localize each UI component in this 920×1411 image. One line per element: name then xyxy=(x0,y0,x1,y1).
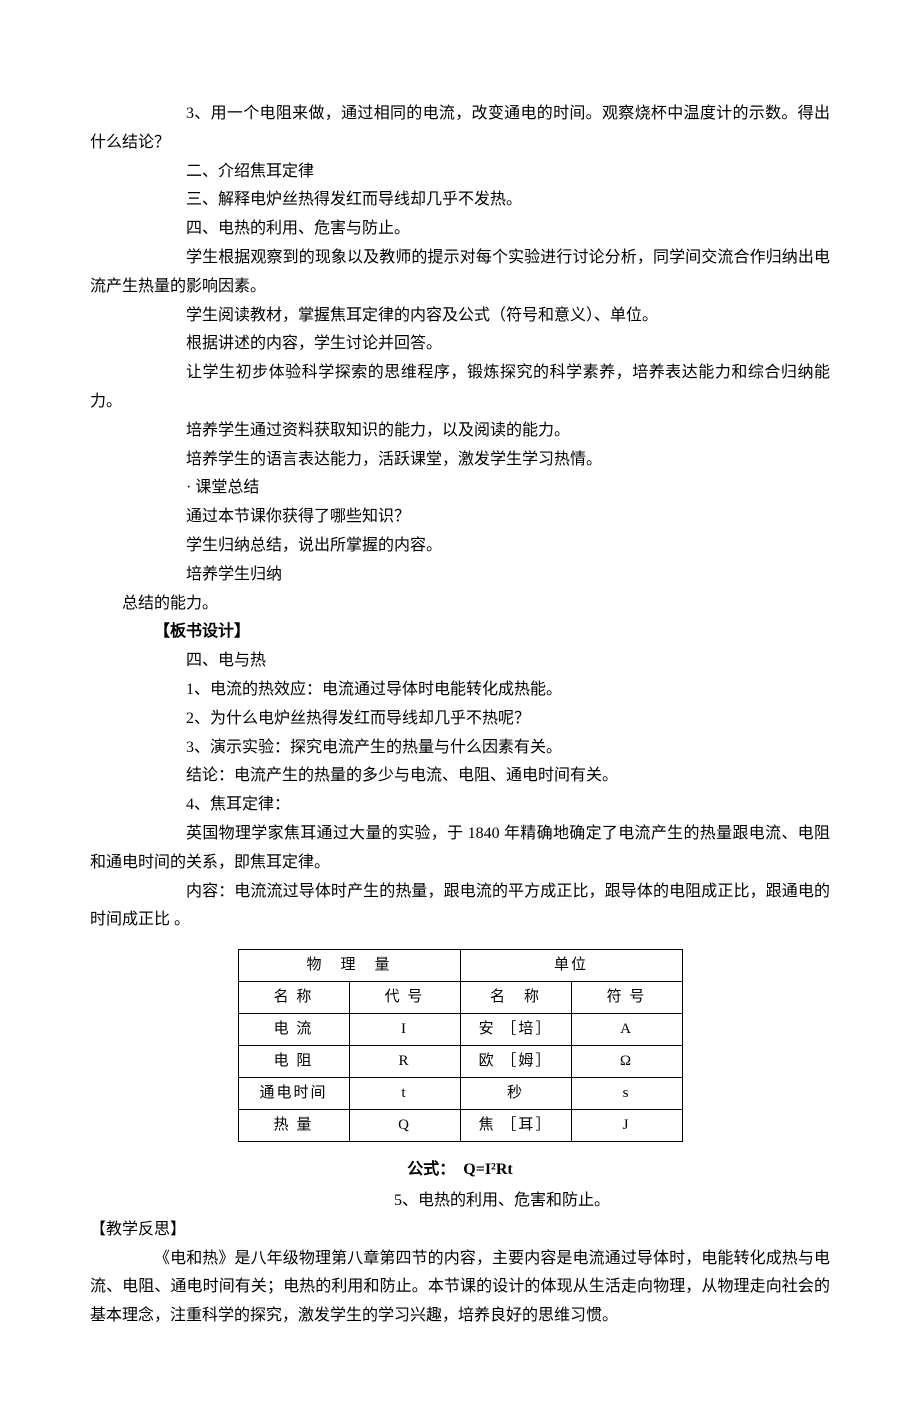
board-p2: 1、电流的热效应：电流通过导体时电能转化成热能。 xyxy=(90,676,830,705)
para-experience-science: 让学生初步体验科学探索的思维程序，锻炼探究的科学素养，培养表达能力和综合归纳能力… xyxy=(90,359,830,417)
board-p6: 4、焦耳定律： xyxy=(90,791,830,820)
table-row: 热 量 Q 焦 ［耳］ J xyxy=(238,1110,682,1142)
text-intro-joule: 二、介绍焦耳定律 xyxy=(186,163,314,180)
text-cultivate-summary1: 培养学生归纳 xyxy=(186,566,282,583)
quantity-table-wrap: 物 理 量 单位 名 称 代 号 名 称 符 号 电 流 I 安 ［培］ A 电… xyxy=(90,949,830,1142)
table-header-row2: 名 称 代 号 名 称 符 号 xyxy=(238,982,682,1014)
td-symbol: J xyxy=(571,1110,682,1142)
para-what-learned: 通过本节课你获得了哪些知识？ xyxy=(90,503,830,532)
text-student-discuss: 根据讲述的内容，学生讨论并回答。 xyxy=(186,335,442,352)
td-symbol: Ω xyxy=(571,1046,682,1078)
para-student-summarize: 学生归纳总结，说出所掌握的内容。 xyxy=(90,532,830,561)
para-cultivate-read: 培养学生通过资料获取知识的能力，以及阅读的能力。 xyxy=(90,417,830,446)
table-row: 电 阻 R 欧 ［姆］ Ω xyxy=(238,1046,682,1078)
para-student-read: 学生阅读教材，掌握焦耳定律的内容及公式（符号和意义）、单位。 xyxy=(90,302,830,331)
text-experience-science: 让学生初步体验科学探索的思维程序，锻炼探究的科学素养，培养表达能力和综合归纳能力… xyxy=(90,364,830,410)
board-p8: 内容：电流流过导体时产生的热量，跟电流的平方成正比，跟导体的电阻成正比，跟通电的… xyxy=(90,878,830,936)
formula-line: 公式： Q=I²Rt xyxy=(90,1156,830,1185)
text-exp3: 3、用一个电阻来做，通过相同的电流，改变通电的时间。观察烧杯中温度计的示数。得出… xyxy=(90,105,830,151)
td-code: Q xyxy=(349,1110,460,1142)
th-name: 名 称 xyxy=(238,982,349,1014)
para-exp3: 3、用一个电阻来做，通过相同的电流，改变通电的时间。观察烧杯中温度计的示数。得出… xyxy=(90,100,830,158)
text-heat-use: 四、电热的利用、危害与防止。 xyxy=(186,220,410,237)
para-explain-wire: 三、解释电炉丝热得发红而导线却几乎不发热。 xyxy=(90,186,830,215)
text-board-p4: 3、演示实验：探究电流产生的热量与什么因素有关。 xyxy=(186,739,562,756)
para-intro-joule: 二、介绍焦耳定律 xyxy=(90,158,830,187)
text-explain-wire: 三、解释电炉丝热得发红而导线却几乎不发热。 xyxy=(186,191,522,208)
table-header-row1: 物 理 量 单位 xyxy=(238,950,682,982)
reflection-body: 《电和热》是八年级物理第八章第四节的内容，主要内容是电流通过导体时，电能转化成热… xyxy=(90,1245,830,1331)
td-unit-name: 欧 ［姆］ xyxy=(460,1046,571,1078)
text-board-p3: 2、为什么电炉丝热得发红而导线却几乎不热呢？ xyxy=(186,710,530,727)
td-code: R xyxy=(349,1046,460,1078)
text-board-p8: 内容：电流流过导体时产生的热量，跟电流的平方成正比，跟导体的电阻成正比，跟通电的… xyxy=(90,883,830,929)
td-code: t xyxy=(349,1078,460,1110)
td-unit-name: 安 ［培］ xyxy=(460,1014,571,1046)
board-p4: 3、演示实验：探究电流产生的热量与什么因素有关。 xyxy=(90,734,830,763)
td-unit-name: 焦 ［耳］ xyxy=(460,1110,571,1142)
para-cultivate-summary2: 总结的能力。 xyxy=(90,590,830,619)
text-board-header: 【板书设计】 xyxy=(154,623,250,640)
formula-text: 公式： Q=I²Rt xyxy=(407,1161,512,1178)
text-student-observe: 学生根据观察到的现象以及教师的提示对每个实验进行讨论分析，同学间交流合作归纳出电… xyxy=(90,249,830,295)
para-student-observe: 学生根据观察到的现象以及教师的提示对每个实验进行讨论分析，同学间交流合作归纳出电… xyxy=(90,244,830,302)
text-board-p1: 四、电与热 xyxy=(186,652,266,669)
board-p3: 2、为什么电炉丝热得发红而导线却几乎不热呢？ xyxy=(90,705,830,734)
para-cultivate-summary1: 培养学生归纳 xyxy=(90,561,830,590)
text-cultivate-read: 培养学生通过资料获取知识的能力，以及阅读的能力。 xyxy=(186,422,570,439)
text-board-p7: 英国物理学家焦耳通过大量的实验，于 1840 年精确地确定了电流产生的热量跟电流… xyxy=(90,825,830,871)
quantity-table: 物 理 量 单位 名 称 代 号 名 称 符 号 电 流 I 安 ［培］ A 电… xyxy=(238,949,683,1142)
text-student-summarize: 学生归纳总结，说出所掌握的内容。 xyxy=(186,537,442,554)
text-heat-use-harm: 5、电热的利用、危害和防止。 xyxy=(394,1192,610,1209)
th-code: 代 号 xyxy=(349,982,460,1014)
board-p5: 结论：电流产生的热量的多少与电流、电阻、通电时间有关。 xyxy=(90,762,830,791)
text-cultivate-speak: 培养学生的语言表达能力，活跃课堂，激发学生学习热情。 xyxy=(186,451,602,468)
table-row: 电 流 I 安 ［培］ A xyxy=(238,1014,682,1046)
text-board-p6: 4、焦耳定律： xyxy=(186,796,290,813)
th-unit: 单位 xyxy=(460,950,682,982)
board-p7: 英国物理学家焦耳通过大量的实验，于 1840 年精确地确定了电流产生的热量跟电流… xyxy=(90,820,830,878)
text-reflection-body: 《电和热》是八年级物理第八章第四节的内容，主要内容是电流通过导体时，电能转化成热… xyxy=(90,1250,830,1325)
td-symbol: s xyxy=(571,1078,682,1110)
td-code: I xyxy=(349,1014,460,1046)
heat-use-harm: 5、电热的利用、危害和防止。 xyxy=(90,1187,830,1216)
para-class-summary: · 课堂总结 xyxy=(90,474,830,503)
text-student-read: 学生阅读教材，掌握焦耳定律的内容及公式（符号和意义）、单位。 xyxy=(186,307,658,324)
td-name: 电 流 xyxy=(238,1014,349,1046)
text-cultivate-summary2: 总结的能力。 xyxy=(122,595,218,612)
para-student-discuss: 根据讲述的内容，学生讨论并回答。 xyxy=(90,330,830,359)
td-symbol: A xyxy=(571,1014,682,1046)
text-class-summary: · 课堂总结 xyxy=(186,479,259,496)
text-reflection-header: 【教学反思】 xyxy=(90,1221,186,1238)
td-unit-name: 秒 xyxy=(460,1078,571,1110)
text-board-p2: 1、电流的热效应：电流通过导体时电能转化成热能。 xyxy=(186,681,562,698)
th-unit-name: 名 称 xyxy=(460,982,571,1014)
td-name: 电 阻 xyxy=(238,1046,349,1078)
board-design-header: 【板书设计】 xyxy=(90,618,830,647)
para-heat-use: 四、电热的利用、危害与防止。 xyxy=(90,215,830,244)
td-name: 热 量 xyxy=(238,1110,349,1142)
text-what-learned: 通过本节课你获得了哪些知识？ xyxy=(186,508,410,525)
th-symbol: 符 号 xyxy=(571,982,682,1014)
text-board-p5: 结论：电流产生的热量的多少与电流、电阻、通电时间有关。 xyxy=(186,767,618,784)
td-name: 通电时间 xyxy=(238,1078,349,1110)
para-cultivate-speak: 培养学生的语言表达能力，活跃课堂，激发学生学习热情。 xyxy=(90,446,830,475)
teaching-reflection-header: 【教学反思】 xyxy=(90,1216,830,1245)
board-p1: 四、电与热 xyxy=(90,647,830,676)
table-row: 通电时间 t 秒 s xyxy=(238,1078,682,1110)
th-phys-quantity: 物 理 量 xyxy=(238,950,460,982)
